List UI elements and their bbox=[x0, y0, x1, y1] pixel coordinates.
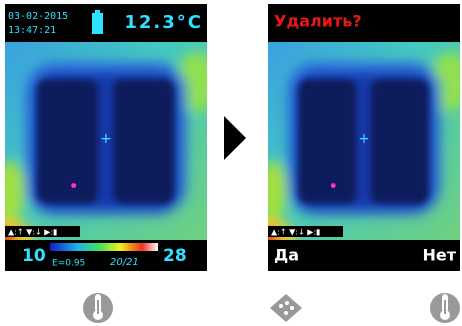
image-count: 20/21 bbox=[110, 257, 139, 268]
controls-hint: ▲:↑ ▼:↓ ▶:▮ bbox=[271, 228, 320, 237]
battery-icon bbox=[92, 10, 103, 34]
time: 13:47:21 bbox=[8, 25, 56, 36]
screenshot: + 03-02-2015 13:47:21 12.3°C ▲:↑ ▼:↓ ▶:▮… bbox=[0, 0, 462, 326]
emissivity: E=0.95 bbox=[52, 259, 85, 269]
scale-max: 28 bbox=[163, 246, 187, 266]
scale-min: 10 bbox=[22, 246, 46, 266]
thermometer-icon bbox=[430, 293, 460, 323]
arrow bbox=[224, 116, 246, 160]
cancel-button[interactable]: Нет bbox=[422, 246, 456, 265]
color-scale bbox=[50, 243, 158, 251]
camera-screen: 03-02-2015 13:47:21 12.3°C ▲:↑ ▼:↓ ▶:▮ 1… bbox=[0, 4, 217, 271]
confirm-button[interactable]: Да bbox=[274, 246, 299, 265]
palette-icon bbox=[270, 294, 302, 322]
delete-prompt: Удалить? bbox=[274, 12, 362, 31]
delete-screen: Удалить? ▲:↑ ▼:↓ ▶:▮ Да Нет bbox=[241, 4, 462, 271]
temperature: 12.3°C bbox=[124, 12, 203, 33]
date: 03-02-2015 bbox=[8, 11, 68, 22]
controls-hint: ▲:↑ ▼:↓ ▶:▮ bbox=[8, 228, 57, 237]
thermometer-icon bbox=[83, 293, 113, 323]
